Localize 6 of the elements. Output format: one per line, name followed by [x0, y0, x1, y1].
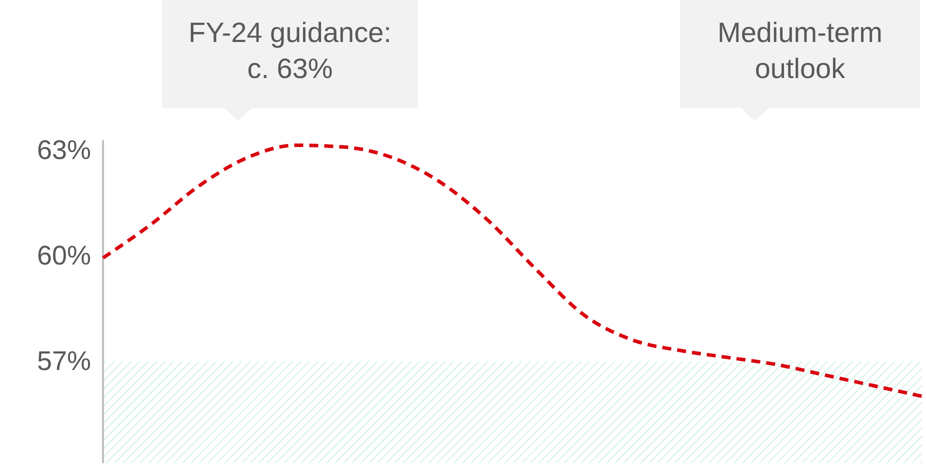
text: FY-24 guidance: c. 63% [188, 17, 392, 84]
y-tick-label: 60% [36, 240, 91, 270]
y-tick-label: 63% [36, 135, 91, 166]
y-tick-label: 57% [36, 346, 91, 376]
line-series [101, 144, 924, 398]
text: Medium-term outlook [718, 17, 882, 84]
